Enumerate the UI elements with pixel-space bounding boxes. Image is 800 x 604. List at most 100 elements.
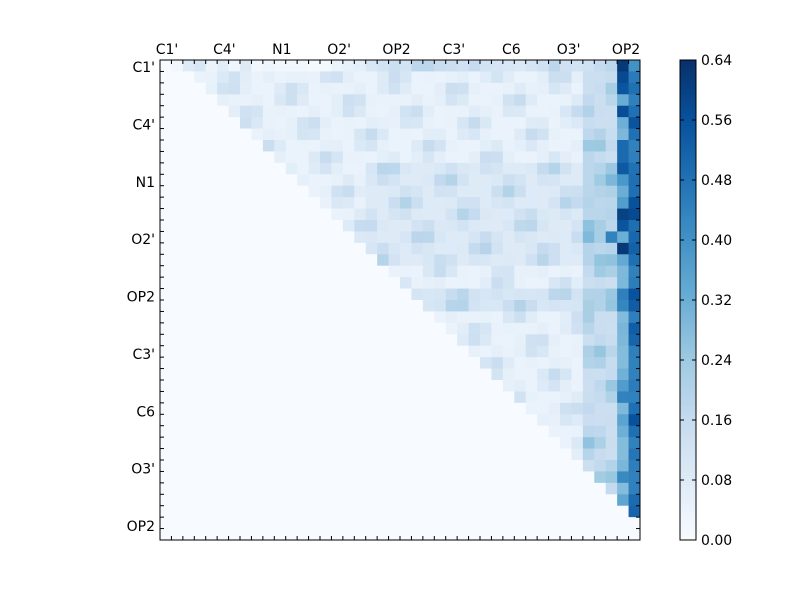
heatmap-cell [297, 425, 309, 438]
heatmap-cell [571, 391, 584, 404]
heatmap-cell [628, 117, 641, 129]
heatmap-cell [605, 128, 618, 141]
heatmap-cell [205, 368, 218, 381]
heatmap-cell [525, 448, 538, 461]
heatmap-cell [514, 528, 527, 541]
heatmap-cell [514, 151, 527, 164]
heatmap-cell [594, 60, 607, 72]
heatmap-cell [571, 105, 584, 118]
heatmap-cell [331, 94, 344, 107]
heatmap-cell [525, 357, 538, 369]
heatmap-cell [342, 174, 355, 187]
heatmap-cell [194, 471, 207, 484]
heatmap-cell [537, 357, 549, 369]
heatmap-cell [342, 517, 355, 529]
heatmap-cell [457, 322, 469, 335]
heatmap-cell [480, 460, 492, 472]
heatmap-cell [548, 105, 561, 118]
heatmap-cell [320, 368, 332, 381]
heatmap-cell [171, 208, 184, 221]
heatmap-cell [365, 414, 378, 427]
heatmap-cell [525, 242, 538, 255]
heatmap-cell [628, 82, 641, 95]
heatmap-cell [560, 482, 572, 495]
heatmap-cell [205, 242, 218, 255]
heatmap-cell [445, 517, 458, 529]
heatmap-cell [342, 220, 355, 232]
heatmap-cell [160, 288, 172, 301]
heatmap-cell [422, 197, 435, 209]
heatmap-cell [594, 494, 607, 507]
heatmap-cell [582, 151, 595, 164]
heatmap-cell [434, 185, 447, 198]
heatmap-cell [240, 528, 252, 541]
heatmap-cell [468, 414, 481, 427]
heatmap-cell [365, 368, 378, 381]
heatmap-cell [285, 300, 298, 312]
heatmap-cell [617, 174, 629, 187]
heatmap-cell [388, 391, 401, 404]
heatmap-cell [182, 288, 195, 301]
heatmap-cell [411, 437, 424, 449]
heatmap-cell [560, 494, 572, 507]
heatmap-cell [194, 82, 207, 95]
heatmap-cell [297, 117, 309, 129]
heatmap-cell [354, 231, 367, 244]
heatmap-cell [468, 277, 481, 289]
heatmap-cell [548, 311, 561, 324]
heatmap-cell [480, 437, 492, 449]
x-tick-label: N1 [272, 42, 291, 58]
heatmap-cell [171, 60, 184, 72]
heatmap-cell [571, 242, 584, 255]
heatmap-cell [217, 254, 229, 267]
heatmap-cell [537, 334, 549, 347]
heatmap-cell [228, 265, 241, 278]
heatmap-cell [388, 300, 401, 312]
heatmap-cell [434, 380, 447, 392]
heatmap-cell [331, 277, 344, 289]
heatmap-cell [320, 448, 332, 461]
heatmap-cell [502, 345, 515, 358]
heatmap-cell [434, 437, 447, 449]
heatmap-cell [297, 460, 309, 472]
heatmap-cell [628, 437, 641, 449]
heatmap-cell [274, 151, 287, 164]
heatmap-cell [514, 117, 527, 129]
heatmap-cell [400, 311, 412, 324]
heatmap-cell [594, 528, 607, 541]
heatmap-cell [605, 402, 618, 415]
heatmap-cell [605, 380, 618, 392]
heatmap-cell [457, 300, 469, 312]
heatmap-cell [262, 517, 275, 529]
heatmap-cell [480, 174, 492, 187]
heatmap-cell [297, 277, 309, 289]
heatmap-cell [560, 151, 572, 164]
heatmap-cell [628, 71, 641, 84]
heatmap-cell [228, 334, 241, 347]
heatmap-cell [400, 528, 412, 541]
heatmap-cell [400, 437, 412, 449]
heatmap-cell [308, 391, 321, 404]
heatmap-cell [160, 151, 172, 164]
heatmap-cell [491, 162, 504, 175]
heatmap-cell [400, 265, 412, 278]
heatmap-cell [434, 345, 447, 358]
heatmap-cell [582, 242, 595, 255]
heatmap-cell [297, 60, 309, 72]
heatmap-cell [400, 402, 412, 415]
heatmap-cell [571, 197, 584, 209]
heatmap-cell [434, 197, 447, 209]
heatmap-cell [411, 185, 424, 198]
heatmap-cell [422, 334, 435, 347]
heatmap-cell [228, 471, 241, 484]
heatmap-cell [377, 94, 389, 107]
heatmap-cell [582, 60, 595, 72]
heatmap-cell [160, 128, 172, 141]
heatmap-cell [537, 460, 549, 472]
heatmap-cell [217, 334, 229, 347]
heatmap-cell [320, 254, 332, 267]
heatmap-cell [571, 528, 584, 541]
heatmap-cell [571, 517, 584, 529]
heatmap-cell [308, 322, 321, 335]
heatmap-cell [228, 185, 241, 198]
